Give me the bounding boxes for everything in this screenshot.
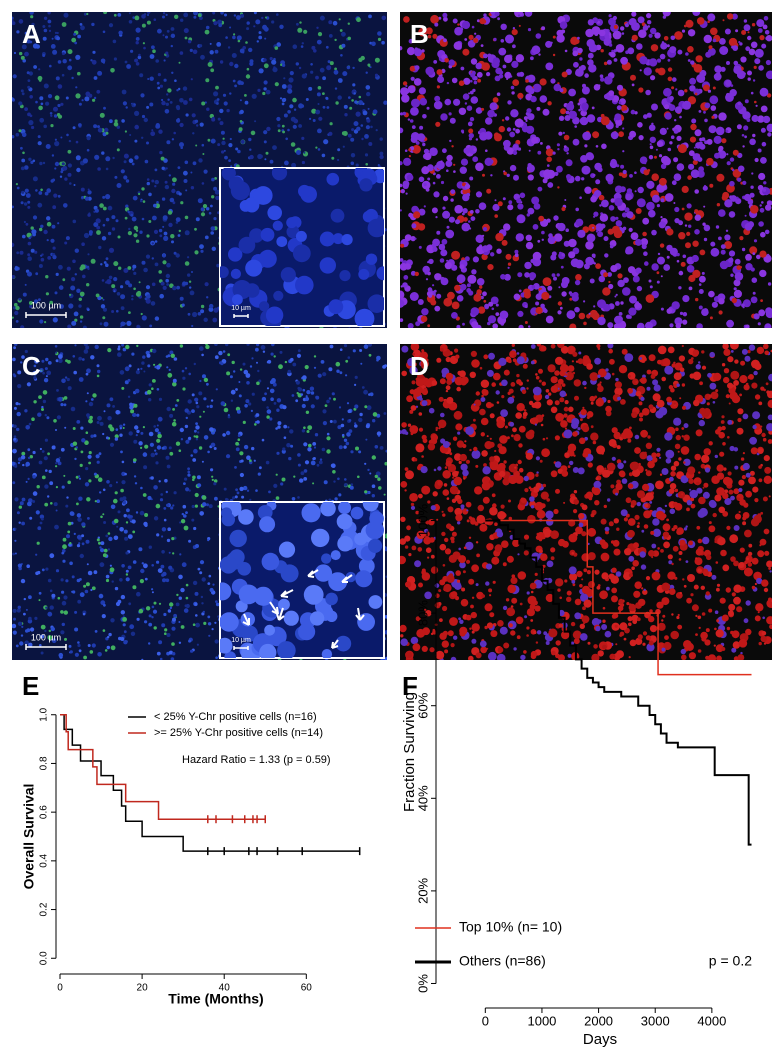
x-tick-label: 0 <box>57 983 63 994</box>
y-axis-label: Fraction Surviving <box>401 692 418 812</box>
panel-label: A <box>22 19 41 49</box>
legend-label: >= 25% Y-Chr positive cells (n=14) <box>154 727 323 739</box>
y-tick-label: 0.6 <box>39 805 50 819</box>
y-tick-label: 1.0 <box>39 707 50 721</box>
legend-label: < 25% Y-Chr positive cells (n=16) <box>154 711 317 723</box>
y-tick-label: 0.8 <box>39 756 50 770</box>
y-tick-label: 0.0 <box>39 951 50 965</box>
y-tick-label: 0.4 <box>39 853 50 867</box>
y-axis-label: Overall Survival <box>21 784 37 890</box>
panel-label: C <box>22 351 41 381</box>
panel-label: D <box>410 351 429 381</box>
x-tick-label: 4000 <box>697 1013 726 1028</box>
y-tick-label: 0.2 <box>39 902 50 916</box>
scale-label: 10 µm <box>231 305 251 312</box>
panel-label: E <box>22 671 39 701</box>
x-axis-label: Days <box>583 1031 617 1048</box>
scale-label: 100 µm <box>31 632 61 642</box>
panel-label: B <box>410 19 429 49</box>
scale-label: 100 µm <box>31 300 61 310</box>
y-tick-label: 100% <box>415 503 430 537</box>
scale-label: 10 µm <box>231 637 251 644</box>
x-axis-label: Time (Months) <box>168 991 263 1007</box>
y-tick-label: 0% <box>415 974 430 993</box>
annotation: Hazard Ratio = 1.33 (p = 0.59) <box>182 754 331 766</box>
x-tick-label: 2000 <box>584 1013 613 1028</box>
legend-label: Top 10% (n= 10) <box>459 919 562 935</box>
x-tick-label: 0 <box>482 1013 489 1028</box>
x-tick-label: 60 <box>301 983 313 994</box>
x-tick-label: 3000 <box>641 1013 670 1028</box>
x-tick-label: 1000 <box>527 1013 556 1028</box>
y-tick-label: 20% <box>415 877 430 903</box>
y-tick-label: 80% <box>415 600 430 626</box>
annotation: p = 0.2 <box>709 953 752 969</box>
legend-label: Others (n=86) <box>459 953 546 969</box>
x-tick-label: 20 <box>137 983 149 994</box>
